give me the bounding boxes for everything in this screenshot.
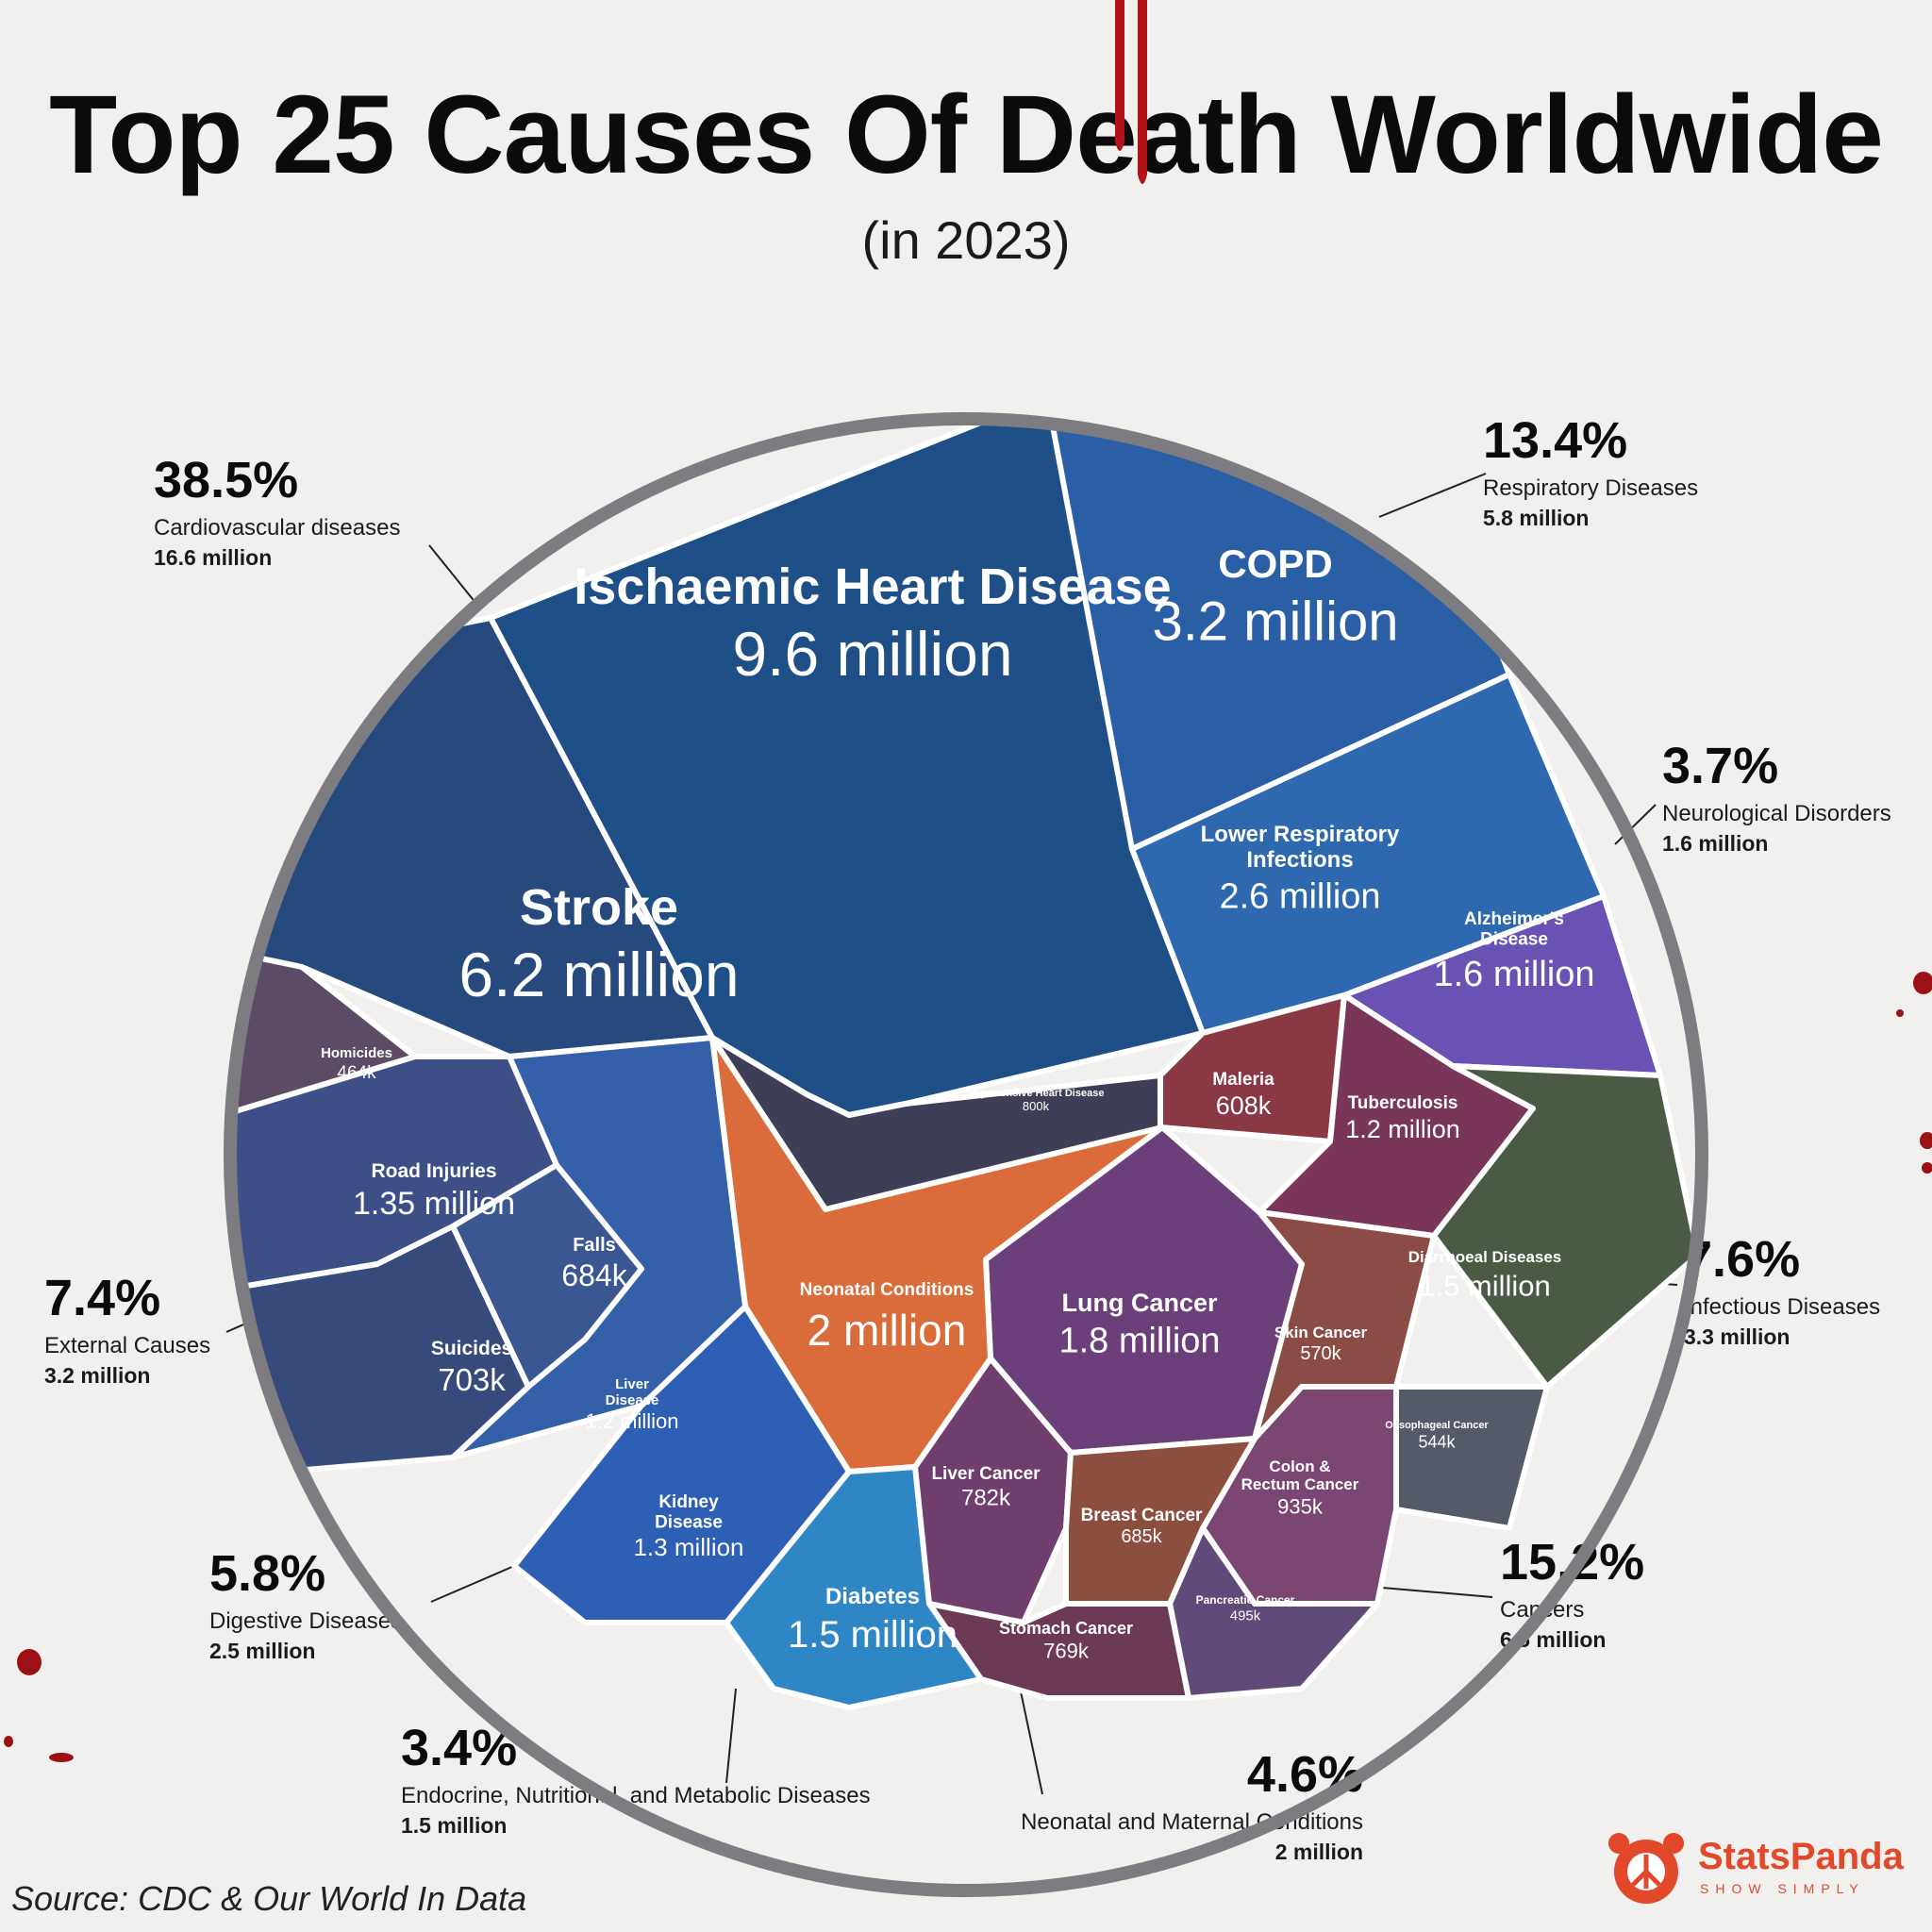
cell-label-stroke: Stroke bbox=[520, 879, 678, 936]
cell-label-ischaemic-heart-disease: Ischaemic Heart Disease bbox=[574, 558, 1171, 615]
cell-value-lung-cancer: 1.8 million bbox=[1058, 1322, 1220, 1361]
cell-label-hypertensive-heart-disease: Hypertensive Heart Disease bbox=[968, 1088, 1105, 1099]
cell-value-stroke: 6.2 million bbox=[458, 940, 739, 1009]
cell-label-road-injuries: Road Injuries bbox=[371, 1160, 496, 1182]
cell-label-lower-respiratory-infections: Lower Respiratory bbox=[1201, 822, 1400, 847]
cell-label-maleria: Maleria bbox=[1212, 1070, 1274, 1090]
cell-value-tuberculosis: 1.2 million bbox=[1345, 1115, 1460, 1143]
panda-logo-icon bbox=[1608, 1833, 1684, 1904]
cell-label-stomach-cancer: Stomach Cancer bbox=[999, 1619, 1133, 1638]
cell-label-lung-cancer: Lung Cancer bbox=[1061, 1289, 1218, 1317]
cell-value-skin-cancer: 570k bbox=[1300, 1343, 1341, 1364]
cell-label-alzheimer-s-disease: Alzheimer's bbox=[1464, 909, 1564, 929]
cell-label-kidney-disease: Kidney bbox=[658, 1492, 719, 1512]
cell-value-homicides: 464k bbox=[337, 1063, 376, 1083]
cell-label-alzheimer-s-disease: Disease bbox=[1480, 929, 1548, 949]
cell-value-falls: 684k bbox=[561, 1258, 627, 1292]
cell-maleria bbox=[1158, 992, 1347, 1144]
cell-label-suicides: Suicides bbox=[431, 1338, 512, 1359]
source-note: Source: CDC & Our World In Data bbox=[11, 1879, 527, 1918]
cell-label-skin-cancer: Skin Cancer bbox=[1274, 1324, 1368, 1341]
cell-value-ischaemic-heart-disease: 9.6 million bbox=[732, 619, 1012, 689]
cell-value-kidney-disease: 1.3 million bbox=[633, 1533, 743, 1561]
outer-ring bbox=[224, 412, 1708, 1897]
cell-value-alzheimer-s-disease: 1.6 million bbox=[1433, 955, 1594, 994]
cell-label-diarrhoeal-diseases: Diarrhoeal Diseases bbox=[1408, 1248, 1562, 1266]
cell-value-oesophageal-cancer: 544k bbox=[1418, 1433, 1456, 1452]
group-label-respiratory: 13.4% Respiratory Diseases 5.8 million bbox=[1483, 412, 1699, 530]
cell-label-kidney-disease: Disease bbox=[655, 1512, 723, 1532]
cell-diabetes bbox=[724, 1464, 984, 1710]
cell-label-liver-cancer: Liver Cancer bbox=[931, 1464, 1041, 1484]
cell-label-homicides: Homicides bbox=[321, 1045, 392, 1061]
cell-stomach-cancer bbox=[926, 1601, 1191, 1701]
blood-drip-decoration bbox=[1115, 0, 1147, 184]
group-label-external: 7.4% External Causes 3.2 million bbox=[44, 1270, 211, 1388]
cell-value-diabetes: 1.5 million bbox=[788, 1614, 958, 1656]
cell-label-falls: Falls bbox=[573, 1235, 616, 1256]
cell-label-oesophageal-cancer: Oesophageal Cancer bbox=[1385, 1420, 1489, 1431]
cell-label-colon-rectum-cancer: Rectum Cancer bbox=[1241, 1475, 1359, 1493]
group-label-cardio: 38.5% Cardiovascular diseases 16.6 milli… bbox=[154, 452, 401, 570]
cell-value-colon-rectum-cancer: 935k bbox=[1277, 1494, 1324, 1518]
chart-title: Top 25 Causes Of Death Worldwide bbox=[49, 73, 1884, 197]
chart-subtitle: (in 2023) bbox=[861, 210, 1071, 270]
cell-label-breast-cancer: Breast Cancer bbox=[1081, 1506, 1203, 1525]
cell-label-diabetes: Diabetes bbox=[825, 1584, 920, 1609]
group-label-digestive: 5.8% Digestive Diseases 2.5 million bbox=[209, 1545, 403, 1663]
cell-value-lower-respiratory-infections: 2.6 million bbox=[1219, 877, 1380, 917]
statspanda-logo: StatsPanda SHOW SIMPLY bbox=[1604, 1830, 1915, 1906]
cell-value-hypertensive-heart-disease: 800k bbox=[1023, 1099, 1050, 1113]
cell-value-copd: 3.2 million bbox=[1152, 591, 1398, 653]
cell-label-neonatal-conditions: Neonatal Conditions bbox=[800, 1280, 974, 1300]
cell-value-liver-disease: 1.2 million bbox=[585, 1409, 678, 1433]
cell-value-breast-cancer: 685k bbox=[1121, 1526, 1162, 1547]
group-label-neuro: 3.7% Neurological Disorders 1.6 million bbox=[1662, 738, 1891, 856]
cell-value-suicides: 703k bbox=[438, 1362, 506, 1397]
cell-value-stomach-cancer: 769k bbox=[1043, 1639, 1090, 1662]
cell-label-tuberculosis: Tuberculosis bbox=[1348, 1093, 1458, 1113]
cell-label-liver-disease: Disease bbox=[606, 1392, 659, 1408]
cell-value-maleria: 608k bbox=[1216, 1091, 1272, 1120]
cell-oesophageal-cancer bbox=[1393, 1384, 1550, 1531]
cell-value-pancreatic-cancer: 495k bbox=[1230, 1607, 1261, 1624]
cell-value-diarrhoeal-diseases: 1.5 million bbox=[1419, 1270, 1551, 1303]
cell-label-pancreatic-cancer: Pancreatic Cancer bbox=[1196, 1593, 1295, 1607]
cell-label-colon-rectum-cancer: Colon & bbox=[1269, 1457, 1330, 1475]
cell-label-liver-disease: Liver bbox=[615, 1376, 649, 1392]
cell-value-road-injuries: 1.35 million bbox=[353, 1186, 515, 1222]
cell-value-liver-cancer: 782k bbox=[961, 1486, 1011, 1511]
cell-label-lower-respiratory-infections: Infections bbox=[1246, 847, 1353, 873]
cell-value-neonatal-conditions: 2 million bbox=[808, 1306, 967, 1355]
cell-label-copd: COPD bbox=[1218, 541, 1332, 586]
